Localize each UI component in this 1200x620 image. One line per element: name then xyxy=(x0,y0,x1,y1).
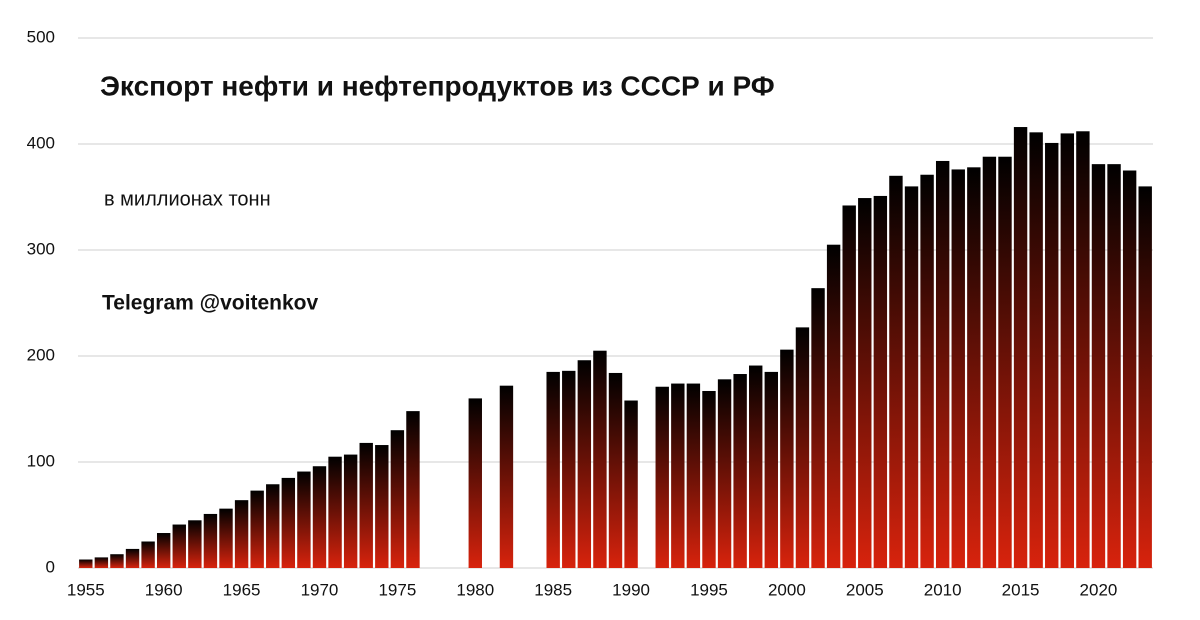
bar xyxy=(593,350,607,568)
bar xyxy=(110,554,124,568)
bar xyxy=(702,390,716,568)
bar xyxy=(250,490,264,568)
x-tick-label: 2005 xyxy=(846,580,884,599)
bar xyxy=(125,548,140,568)
bar xyxy=(608,372,623,568)
bar xyxy=(188,520,202,568)
bar xyxy=(858,198,872,568)
bar xyxy=(1122,170,1137,568)
bar xyxy=(312,466,327,568)
bar xyxy=(624,400,638,568)
bar xyxy=(671,383,685,568)
bar xyxy=(842,205,856,569)
bar xyxy=(359,442,373,568)
bar xyxy=(234,500,249,568)
bar xyxy=(1029,132,1043,568)
chart-subtitle: в миллионах тонн xyxy=(104,188,271,210)
bar xyxy=(266,484,280,568)
bar xyxy=(1013,127,1028,568)
chart-title: Экспорт нефти и нефтепродуктов из СССР и… xyxy=(100,70,775,101)
bar xyxy=(717,379,732,568)
bar xyxy=(79,559,93,568)
bar xyxy=(1076,131,1090,568)
x-tick-label: 1960 xyxy=(145,580,183,599)
bar xyxy=(1107,164,1121,568)
bar xyxy=(733,374,747,568)
bar xyxy=(686,383,701,568)
y-tick-label: 500 xyxy=(27,27,55,46)
bar xyxy=(873,195,888,568)
bar xyxy=(1045,142,1059,568)
bar xyxy=(889,175,903,569)
bar xyxy=(390,430,405,568)
bar xyxy=(94,557,109,568)
x-tick-label: 1955 xyxy=(67,580,105,599)
bar xyxy=(281,477,296,568)
bar xyxy=(328,456,342,568)
bar xyxy=(468,398,482,568)
bar xyxy=(562,370,576,568)
bar xyxy=(203,513,218,568)
bar xyxy=(141,541,155,568)
bar xyxy=(406,411,420,568)
bar xyxy=(375,445,389,568)
annotation: Telegram @voitenkov xyxy=(102,292,318,315)
y-tick-label: 200 xyxy=(27,345,55,364)
x-tick-label: 2000 xyxy=(768,580,806,599)
bar xyxy=(499,385,514,568)
bar xyxy=(1138,186,1152,568)
bar xyxy=(343,454,358,568)
x-tick-label: 2010 xyxy=(924,580,962,599)
bar xyxy=(982,156,997,568)
bar xyxy=(904,186,919,568)
bar xyxy=(795,327,810,568)
bar xyxy=(172,524,186,568)
x-tick-label: 1990 xyxy=(612,580,650,599)
x-tick-label: 2020 xyxy=(1080,580,1118,599)
bar xyxy=(749,365,763,568)
x-tick-label: 1965 xyxy=(223,580,261,599)
bar xyxy=(764,371,778,568)
x-tick-label: 1985 xyxy=(534,580,572,599)
bar xyxy=(1091,164,1106,568)
bar xyxy=(1060,133,1075,568)
bar xyxy=(811,288,825,568)
bar xyxy=(951,169,965,568)
bar xyxy=(156,533,171,568)
x-tick-label: 1970 xyxy=(301,580,339,599)
bar xyxy=(826,244,841,568)
y-tick-label: 100 xyxy=(27,451,55,470)
y-tick-label: 0 xyxy=(46,557,55,576)
bar xyxy=(577,360,592,568)
bar xyxy=(546,371,560,568)
bar xyxy=(297,471,311,568)
x-tick-label: 1980 xyxy=(456,580,494,599)
bar xyxy=(998,156,1012,568)
bar xyxy=(219,508,233,568)
bar xyxy=(655,386,669,568)
x-tick-label: 1975 xyxy=(378,580,416,599)
bar xyxy=(780,349,794,568)
bar xyxy=(967,167,981,568)
bar xyxy=(920,174,934,569)
y-tick-label: 300 xyxy=(27,239,55,258)
x-tick-label: 2015 xyxy=(1002,580,1040,599)
bar xyxy=(935,160,950,568)
x-tick-label: 1995 xyxy=(690,580,728,599)
y-tick-label: 400 xyxy=(27,133,55,152)
